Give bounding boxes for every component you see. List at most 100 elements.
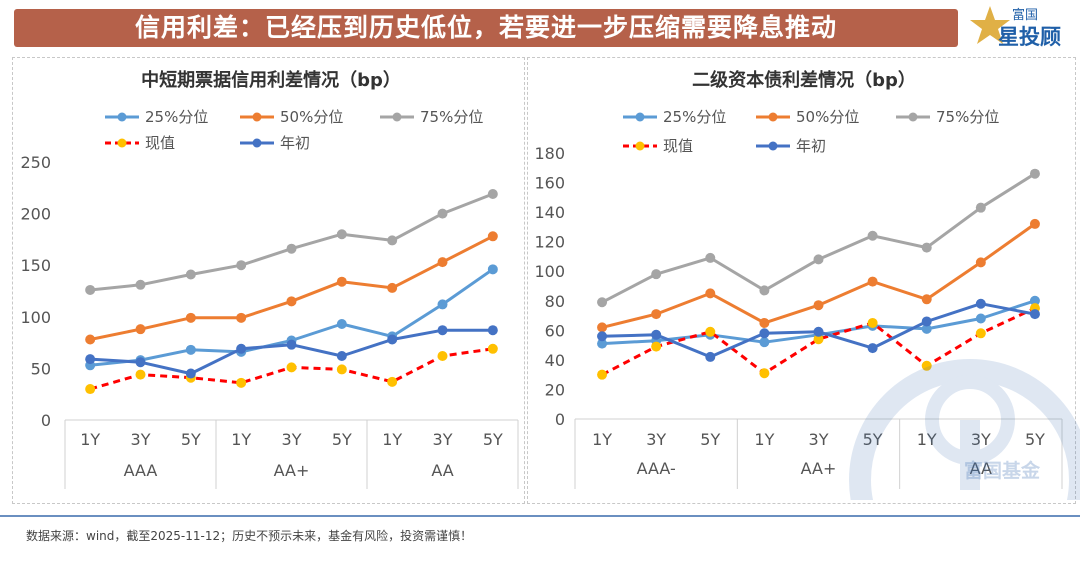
legend-marker-p25 (117, 112, 127, 122)
chart-title: 二级资本债利差情况（bp） (692, 69, 916, 91)
data-point-current (387, 376, 398, 387)
legend-label-p25: 25%分位 (663, 108, 726, 126)
data-point-p50 (759, 317, 770, 328)
data-point-p50 (705, 288, 716, 299)
data-point-p75 (85, 284, 96, 295)
chart-panel-tier2: 二级资本债利差情况（bp） 25%分位 50%分位 75%分位 现值 年初 0 20 40 60 8… (527, 57, 1076, 504)
x-tick-label: 5Y (700, 430, 720, 449)
data-point-current (487, 343, 498, 354)
data-point-start (487, 325, 498, 336)
data-point-p50 (975, 257, 986, 268)
data-point-p75 (921, 242, 932, 253)
data-point-current (336, 364, 347, 375)
data-point-p75 (1029, 168, 1040, 179)
data-source-footnote: 数据来源：wind，截至2025-11-12；历史不预示未来，基金有风险，投资需… (26, 529, 473, 543)
legend-label-p75: 75%分位 (420, 108, 483, 126)
page-title: 信用利差：已经压到历史低位，若要进一步压缩需要降息推动 (134, 13, 837, 42)
data-point-current (597, 369, 608, 380)
y-tick-label: 60 (545, 321, 565, 340)
chart-panel-mtn: 中短期票据信用利差情况（bp） 25%分位 50%分位 75%分位 现值 年初 0 50 100… (12, 57, 525, 504)
legend-marker-start (768, 141, 778, 151)
data-point-p25 (759, 337, 770, 348)
data-point-p50 (867, 276, 878, 287)
y-tick-label: 80 (545, 292, 565, 311)
legend-label-p75: 75%分位 (936, 108, 999, 126)
data-point-p25 (975, 313, 986, 324)
data-point-p75 (651, 269, 662, 280)
x-tick-label: 3Y (971, 430, 991, 449)
legend-label-current: 现值 (145, 134, 175, 152)
y-tick-label: 250 (20, 153, 51, 172)
y-tick-label: 200 (20, 205, 51, 224)
data-point-start (921, 316, 932, 327)
series-line-p75 (90, 192, 494, 292)
data-point-current (921, 360, 932, 371)
data-point-start (135, 357, 146, 368)
data-point-start (975, 298, 986, 309)
data-point-p50 (487, 231, 498, 242)
data-point-p75 (705, 252, 716, 263)
x-group-label: AA+ (801, 459, 837, 478)
data-point-p75 (813, 254, 824, 265)
data-point-p75 (759, 285, 770, 296)
data-point-start (236, 343, 247, 354)
series-line-p50 (601, 222, 1036, 329)
legend-label-p25: 25%分位 (145, 108, 208, 126)
data-point-p75 (185, 269, 196, 280)
data-point-p50 (1029, 218, 1040, 229)
data-point-p75 (135, 279, 146, 290)
data-point-p25 (185, 344, 196, 355)
data-point-p75 (437, 208, 448, 219)
watermark-text: 富国基金 (964, 460, 1041, 482)
x-tick-label: 3Y (809, 430, 829, 449)
legend-marker-p25 (635, 112, 645, 122)
x-tick-label: 1Y (80, 430, 100, 449)
data-point-p50 (437, 257, 448, 268)
y-tick-label: 140 (534, 203, 565, 222)
footer-divider (0, 515, 1080, 517)
data-point-start (651, 329, 662, 340)
data-point-p50 (387, 282, 398, 293)
legend-marker-p50 (252, 112, 262, 122)
legend-label-p50: 50%分位 (280, 108, 343, 126)
logo-text-main: 星投顾 (998, 25, 1061, 49)
data-point-p25 (1029, 295, 1040, 306)
y-tick-label: 160 (534, 174, 565, 193)
data-point-start (437, 325, 448, 336)
data-point-p75 (867, 230, 878, 241)
x-tick-label: 1Y (754, 430, 774, 449)
data-point-p50 (921, 294, 932, 305)
y-tick-label: 40 (545, 351, 565, 370)
data-point-p75 (597, 297, 608, 308)
data-point-start (85, 354, 96, 365)
x-tick-label: 1Y (382, 430, 402, 449)
data-point-p50 (336, 276, 347, 287)
data-point-current (705, 326, 716, 337)
legend-label-current: 现值 (663, 137, 693, 155)
data-point-p25 (437, 299, 448, 310)
data-point-current (236, 377, 247, 388)
data-point-p75 (286, 243, 297, 254)
data-point-start (336, 351, 347, 362)
y-tick-label: 100 (534, 262, 565, 281)
data-point-start (387, 334, 398, 345)
data-point-start (867, 343, 878, 354)
data-point-current (975, 328, 986, 339)
data-point-p50 (85, 334, 96, 345)
logo-text-top: 富国 (1012, 7, 1038, 23)
data-point-start (1029, 309, 1040, 320)
data-point-p75 (387, 235, 398, 246)
x-tick-label: 1Y (592, 430, 612, 449)
watermark-logo-icon (849, 359, 1080, 500)
x-tick-label: 5Y (863, 430, 883, 449)
legend-marker-current (635, 141, 645, 151)
title-banner: 信用利差：已经压到历史低位，若要进一步压缩需要降息推动 (14, 9, 958, 47)
x-tick-label: 5Y (332, 430, 352, 449)
data-point-p50 (135, 324, 146, 335)
data-point-current (651, 341, 662, 352)
data-point-p75 (487, 188, 498, 199)
legend-marker-p75 (392, 112, 402, 122)
x-tick-label: 5Y (483, 430, 503, 449)
